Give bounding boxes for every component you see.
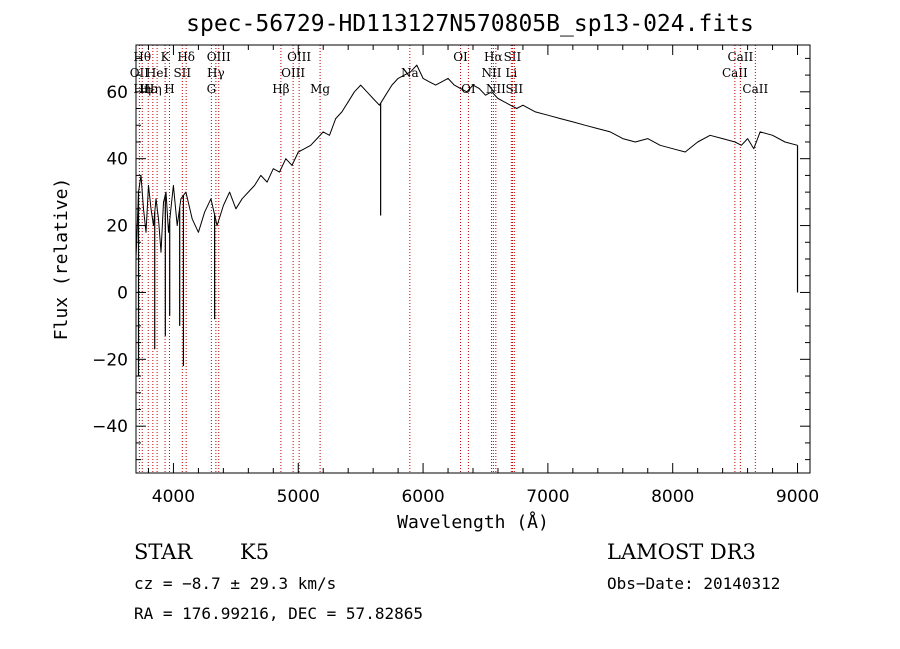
marker-label: HeI bbox=[146, 66, 169, 80]
marker-label: Hθ bbox=[133, 50, 151, 64]
marker-label: OIII bbox=[281, 66, 305, 80]
y-axis-label: Flux (relative) bbox=[51, 178, 72, 341]
marker-label: Li bbox=[505, 66, 517, 80]
y-tick-label: 0 bbox=[117, 283, 128, 303]
survey-label: LAMOST DR3 bbox=[607, 540, 756, 564]
axes: 4000 5000 6000 7000 8000 9000 −40 −20 0 20 40 60 bbox=[92, 45, 819, 507]
cz-value: cz = −8.7 ± 29.3 km/s bbox=[134, 574, 336, 593]
marker-label: Hη bbox=[144, 82, 162, 96]
marker-label: Na bbox=[401, 66, 419, 80]
marker-label: G bbox=[207, 82, 217, 96]
marker-label: OIII bbox=[207, 50, 231, 64]
marker-label: Hη bbox=[133, 82, 151, 96]
marker-label: H bbox=[164, 82, 174, 96]
chart-title: spec-56729-HD113127N570805B_sp13-024.fit… bbox=[186, 11, 754, 37]
marker-label: Hε bbox=[140, 82, 157, 96]
marker-label: Hβ bbox=[272, 82, 289, 96]
x-tick-label: 6000 bbox=[401, 487, 444, 507]
marker-label: SII bbox=[173, 66, 191, 80]
ra-dec: RA = 176.99216, DEC = 57.82865 bbox=[134, 604, 423, 623]
marker-label: OII bbox=[130, 66, 150, 80]
marker-label: SII bbox=[504, 50, 522, 64]
y-tick-label: −20 bbox=[92, 350, 128, 370]
x-tick-label: 4000 bbox=[152, 487, 195, 507]
marker-label: CaII bbox=[727, 50, 753, 64]
object-class: STAR bbox=[134, 540, 193, 564]
y-tick-label: −40 bbox=[92, 417, 128, 437]
marker-label: SII bbox=[505, 82, 523, 96]
object-subclass: K5 bbox=[240, 540, 269, 564]
marker-label: NII bbox=[481, 66, 501, 80]
series-group bbox=[135, 64, 799, 377]
marker-label: Mg bbox=[310, 82, 330, 96]
marker-label: Hγ bbox=[207, 66, 225, 80]
marker-label: Hδ bbox=[177, 50, 195, 64]
x-axis-label: Wavelength (Å) bbox=[397, 511, 549, 533]
marker-label: OIII bbox=[287, 50, 311, 64]
y-tick-label: 40 bbox=[106, 150, 128, 170]
plot-frame bbox=[135, 44, 811, 474]
x-tick-label: 7000 bbox=[526, 487, 569, 507]
obs-date: Obs−Date: 20140312 bbox=[607, 574, 780, 593]
x-tick-label: 8000 bbox=[651, 487, 694, 507]
y-tick-label: 60 bbox=[106, 83, 128, 103]
y-tick-label: 20 bbox=[106, 217, 128, 237]
marker-label: CaII bbox=[722, 66, 748, 80]
marker-label: Hα bbox=[484, 50, 503, 64]
marker-label: K bbox=[161, 50, 171, 64]
marker-label: OI bbox=[453, 50, 468, 64]
x-tick-label: 9000 bbox=[776, 487, 819, 507]
marker-label: OI bbox=[461, 82, 476, 96]
x-tick-label: 5000 bbox=[277, 487, 320, 507]
marker-label: CaII bbox=[742, 82, 768, 96]
spectrum-line bbox=[135, 64, 798, 260]
